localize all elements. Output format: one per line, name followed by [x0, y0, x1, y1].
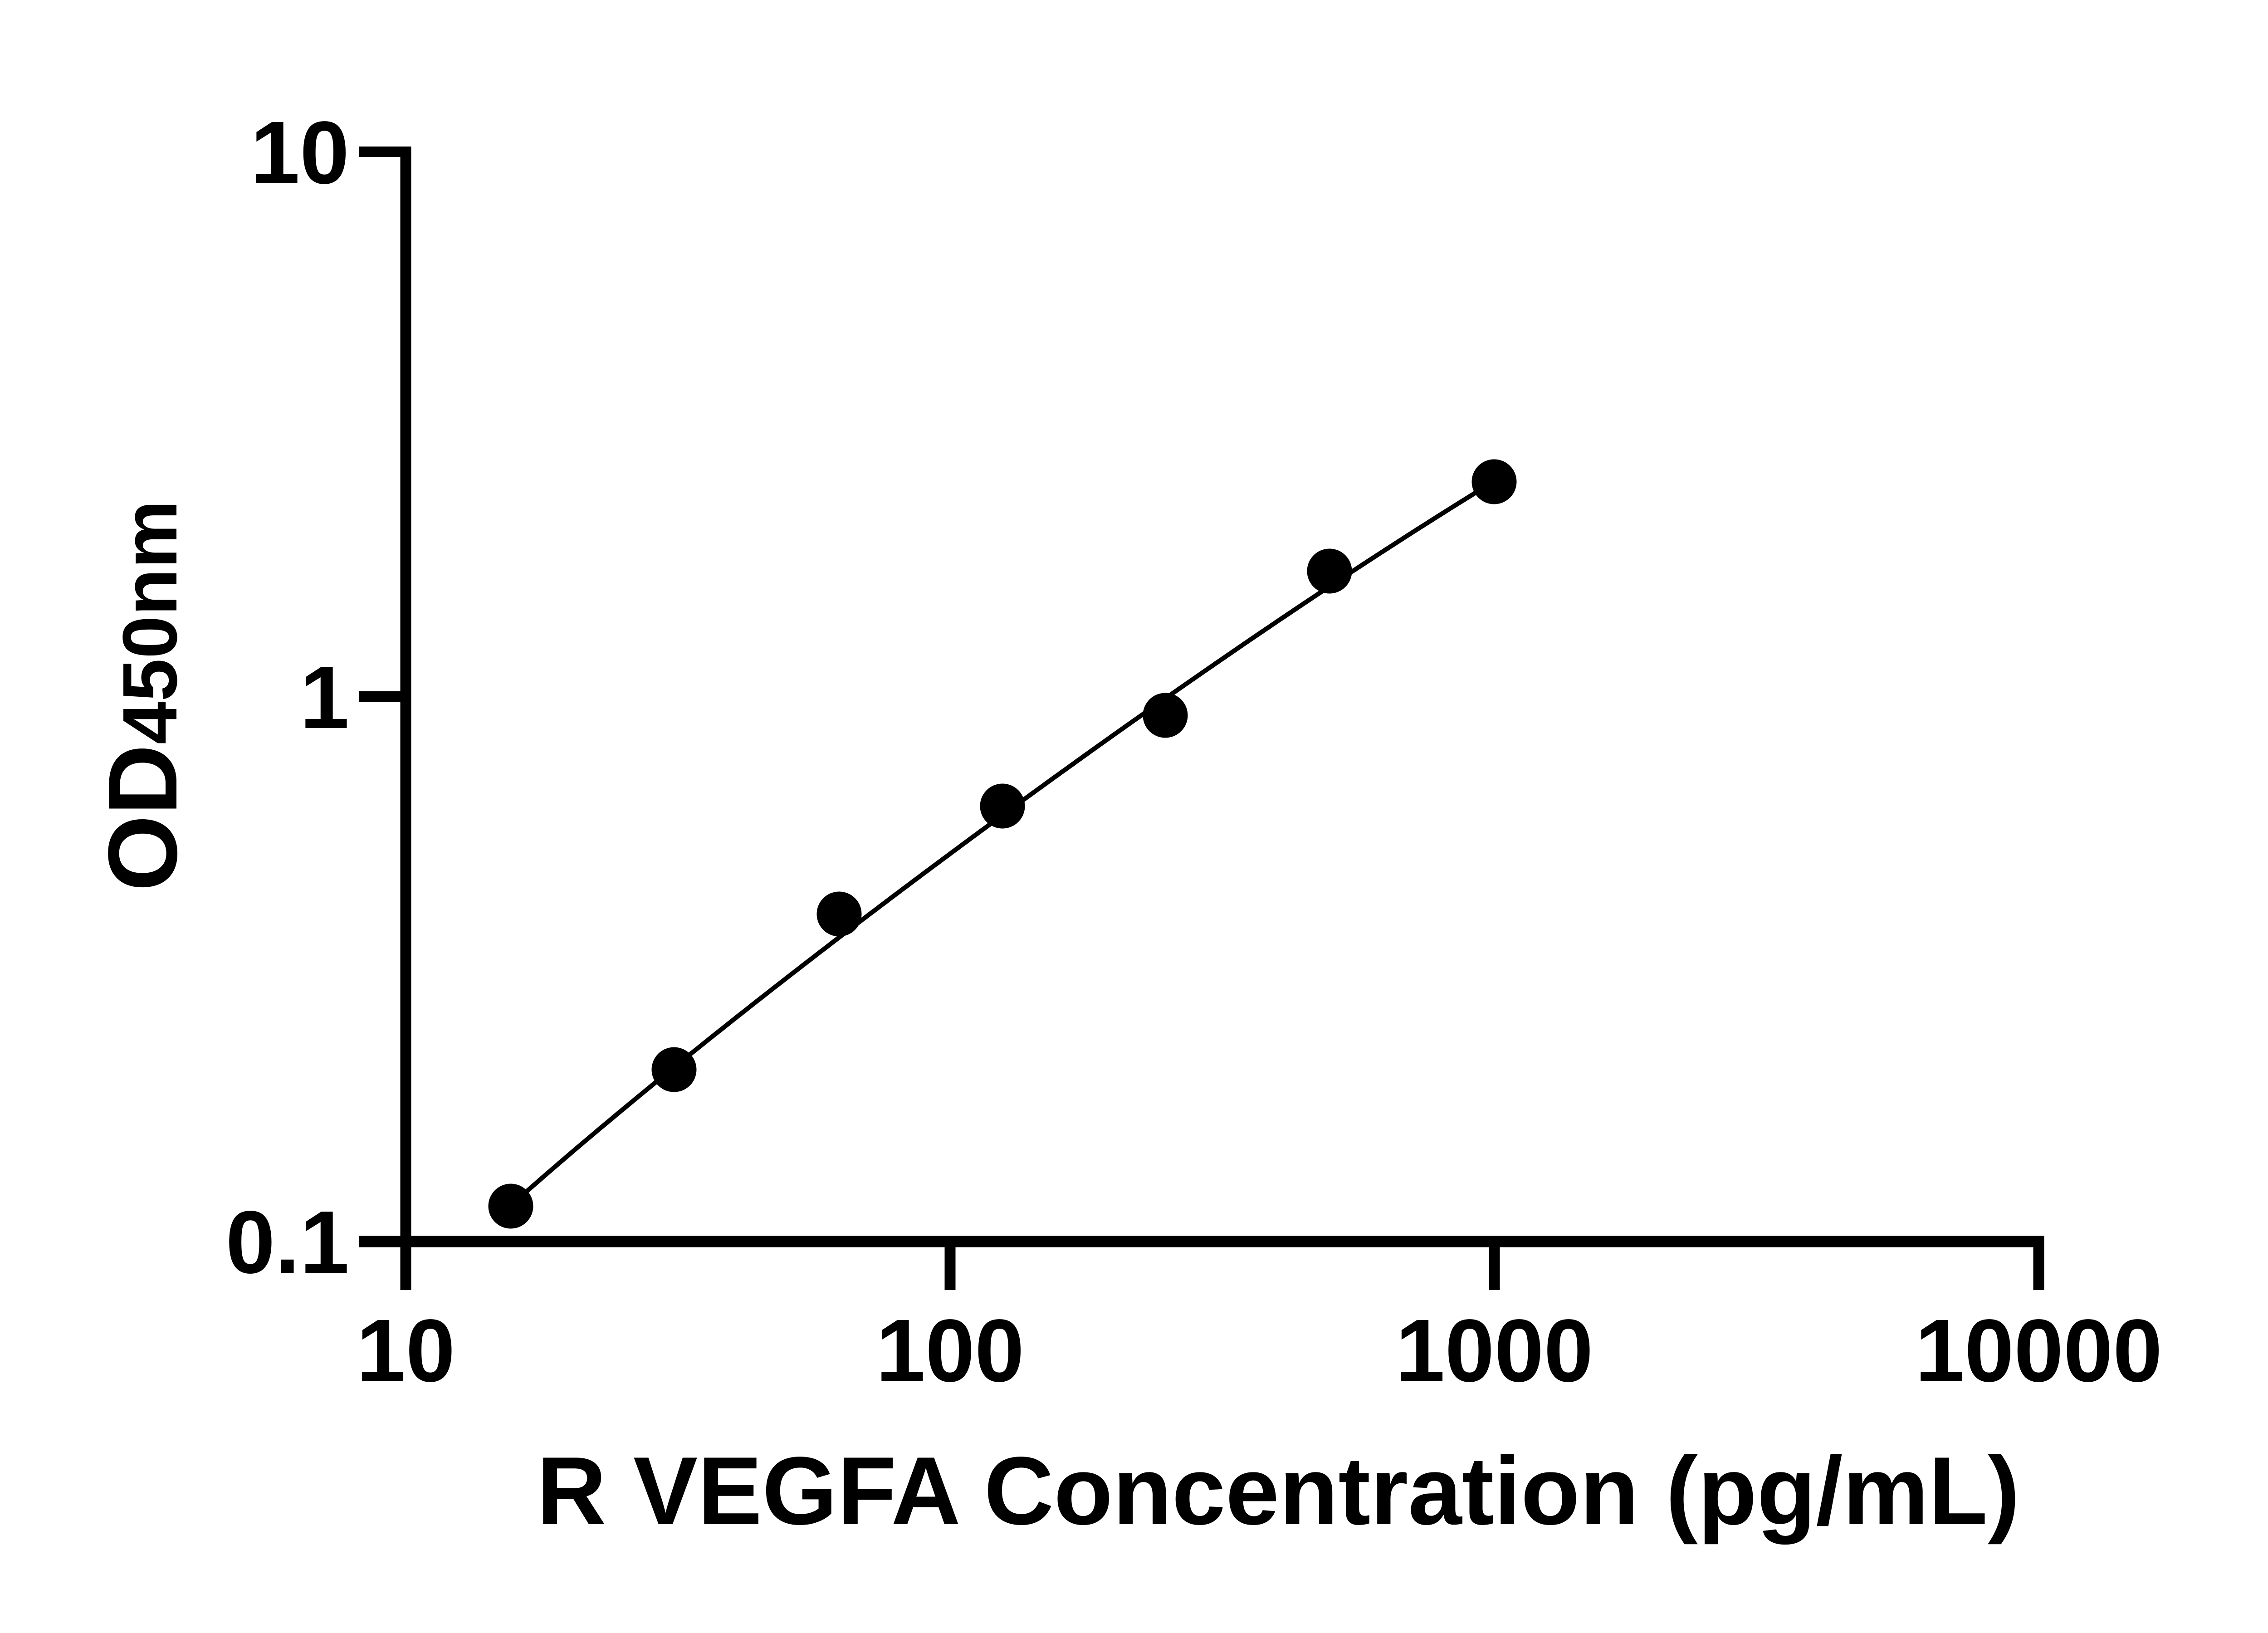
svg-text:R VEGFA Concentration (pg/mL): R VEGFA Concentration (pg/mL) — [537, 1437, 2020, 1545]
svg-text:1: 1 — [300, 648, 349, 747]
svg-text:0.1: 0.1 — [226, 1193, 349, 1292]
svg-text:100: 100 — [876, 1301, 1024, 1400]
svg-text:10: 10 — [250, 103, 349, 202]
svg-text:10: 10 — [356, 1301, 455, 1400]
svg-text:1000: 1000 — [1395, 1301, 1593, 1400]
svg-text:10000: 10000 — [1915, 1301, 2162, 1400]
